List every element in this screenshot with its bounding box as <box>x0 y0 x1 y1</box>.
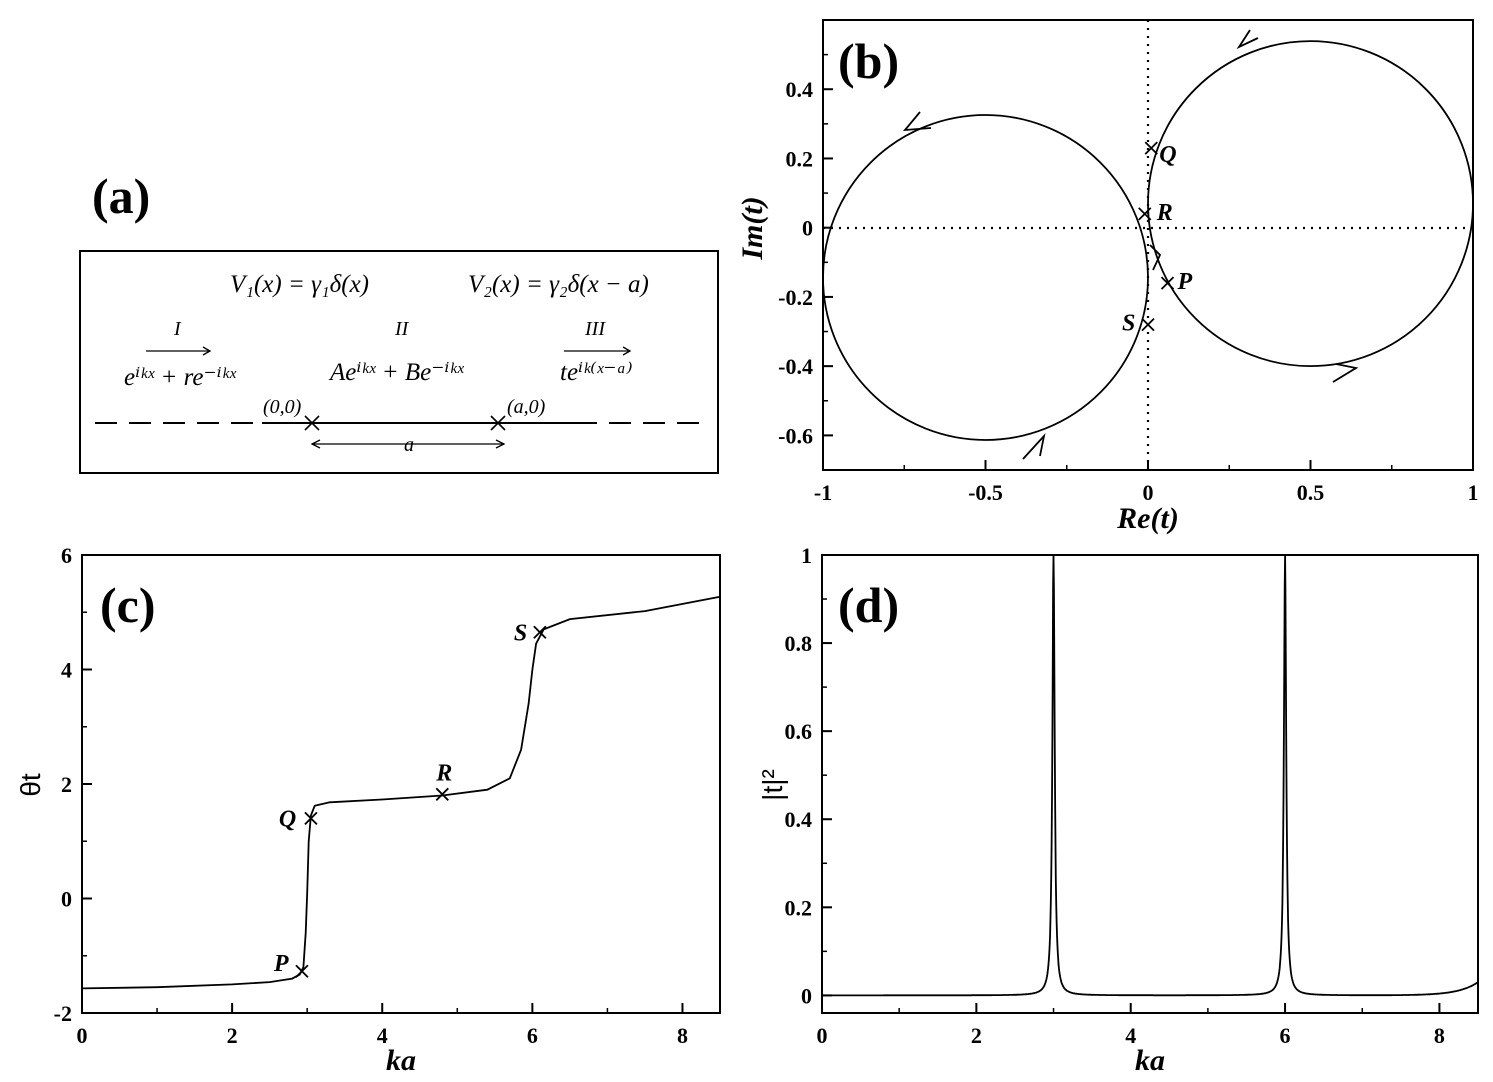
flow-arrows <box>902 29 1359 460</box>
panel-c-ytick-label: 6 <box>61 543 72 568</box>
panel-c-xtick-label: 2 <box>227 1023 238 1048</box>
panel-d-xtick-label: 8 <box>1434 1023 1445 1048</box>
panel-b: (b) -1 -0.5 0 0.5 1-0.6-0.4-0.200.20.4 QRPS … <box>736 19 1479 535</box>
panel-b-marker-q <box>1144 141 1158 155</box>
panel-d-ytick-label: 0.4 <box>785 807 813 832</box>
panel-c-marker-label-p: P <box>273 951 289 977</box>
panel-d-ticks: 0 2 4 6 8 0 0.2 0.4 0.6 0.8 1 <box>785 543 1445 1048</box>
phase-curve <box>81 595 721 990</box>
panel-d-xtick-label: 4 <box>1125 1023 1136 1048</box>
right-loop <box>1147 40 1474 368</box>
panel-b-marker-s <box>1141 317 1155 332</box>
panel-c-marker-s <box>533 625 547 639</box>
panel-d-ytick-label: 0 <box>801 983 812 1008</box>
panel-c-xtick-label: 0 <box>77 1023 88 1048</box>
flow-arrow-bottom-left <box>1022 433 1046 460</box>
panel-b-ticks: -1 -0.5 0 0.5 1 -0.6 -0.4 -0.2 0 0.2 0.4 <box>778 19 1479 505</box>
panel-b-markers: Q R P S <box>1122 141 1193 337</box>
panel-b-marker-r <box>1138 207 1152 221</box>
direction-arrows <box>146 346 632 356</box>
flow-arrow-top-left <box>902 111 932 132</box>
panel-c-ylabel: θt <box>15 773 46 797</box>
panel-a-label: (a) <box>92 168 150 224</box>
panel-d-xtick-label: 0 <box>817 1023 828 1048</box>
panel-c-ytick-label: 0 <box>61 887 72 912</box>
panel-c-label: (c) <box>100 577 156 633</box>
panel-c-xlabel: ka <box>386 1044 416 1077</box>
panel-b-marker-label-p: P <box>1177 269 1193 295</box>
origin-label: (0,0) <box>263 396 302 418</box>
panel-d-xlabel: ka <box>1135 1044 1165 1077</box>
region-2-label: II <box>394 318 410 340</box>
flow-arrow-top-right <box>1236 29 1259 50</box>
incident-arrow-head <box>202 346 212 356</box>
panel-a: (a) V₁(x) = γ₁δ(x) V₂(x) = γ₂δ(x − a) I … <box>79 168 719 474</box>
panel-b-ytick-label: -0.6 <box>778 423 813 448</box>
panel-d-ylabel: |t|² <box>757 769 788 801</box>
potential-2: V₂(x) = γ₂δ(x − a) <box>468 271 649 298</box>
panel-c-xtick-label: 6 <box>527 1023 538 1048</box>
panel-c-xtick-label: 4 <box>377 1023 388 1048</box>
panel-c-marker-q <box>304 811 318 825</box>
panel-c-marker-label-r: R <box>435 760 452 786</box>
panel-d: (d) 0 2 4 6 8 0 0.2 0.4 0.6 0.8 1 ka |t|² <box>757 543 1479 1077</box>
panel-d-ytick-label: 0.8 <box>785 631 813 656</box>
potential-1: V₁(x) = γ₁δ(x) <box>230 271 369 298</box>
panel-b-xtick-label: 0.5 <box>1297 480 1325 505</box>
panel-b-xtick-label: 0 <box>1143 480 1154 505</box>
panel-b-marker-label-q: Q <box>1159 142 1176 168</box>
panel-d-xtick-label: 2 <box>971 1023 982 1048</box>
wave-region-3: teⁱᵏ⁽ˣ⁻ᵃ⁾ <box>560 359 633 386</box>
panel-b-xtick-label: 1 <box>1468 480 1479 505</box>
panel-c-xtick-label: 8 <box>677 1023 688 1048</box>
delta-marker-origin <box>304 415 320 431</box>
panel-c-markers: P Q R S <box>273 620 547 978</box>
panel-c-ytick-label: 4 <box>61 658 72 683</box>
panel-d-xtick-label: 6 <box>1280 1023 1291 1048</box>
region-1-label: I <box>173 318 182 340</box>
transmission-curve <box>822 554 1479 997</box>
panel-b-ytick-label: 0.2 <box>786 146 814 171</box>
separation-label: a <box>404 434 414 456</box>
panel-b-label: (b) <box>838 33 899 89</box>
transmitted-arrow-head <box>622 346 632 356</box>
region-3-label: III <box>584 318 606 340</box>
flow-arrow-bottom-right <box>1332 363 1359 383</box>
panel-b-marker-label-s: S <box>1122 311 1135 337</box>
panel-b-ytick-label: 0.4 <box>786 77 814 102</box>
panel-b-marker-p <box>1160 276 1175 290</box>
panel-b-ytick-label: 0 <box>802 216 813 241</box>
panel-b-ytick-label: -0.2 <box>778 285 813 310</box>
separation-arrow <box>310 439 506 449</box>
panel-c-ytick-label: -2 <box>54 1001 72 1026</box>
panel-c-marker-label-q: Q <box>279 806 296 832</box>
flow-arrow-center <box>1149 244 1162 271</box>
panel-c-frame <box>81 554 721 1014</box>
wave-region-1: eⁱᵏˣ + re⁻ⁱᵏˣ <box>124 364 237 391</box>
wave-region-2: Aeⁱᵏˣ + Be⁻ⁱᵏˣ <box>328 359 464 386</box>
panel-a-frame <box>79 250 719 474</box>
panel-c-marker-p <box>295 964 309 978</box>
a-point-label: (a,0) <box>507 396 546 418</box>
panel-b-xlabel: Re(t) <box>1116 502 1179 535</box>
panel-b-ylabel: Im(t) <box>736 196 769 260</box>
panel-b-xtick-label: -0.5 <box>968 480 1003 505</box>
panel-b-xtick-label: -1 <box>814 480 832 505</box>
panel-d-label: (d) <box>838 577 899 633</box>
left-loop <box>822 114 1149 441</box>
panel-c-marker-r <box>435 787 449 801</box>
panel-c-ytick-label: 2 <box>61 772 72 797</box>
panel-c-marker-label-s: S <box>514 620 527 646</box>
panel-d-ytick-label: 1 <box>801 543 812 568</box>
delta-marker-a <box>490 415 506 431</box>
panel-d-ytick-label: 0.2 <box>785 895 813 920</box>
panel-b-marker-label-r: R <box>1156 200 1173 226</box>
panel-d-ytick-label: 0.6 <box>785 719 813 744</box>
panel-b-ytick-label: -0.4 <box>778 354 813 379</box>
panel-d-frame <box>821 554 1479 1014</box>
